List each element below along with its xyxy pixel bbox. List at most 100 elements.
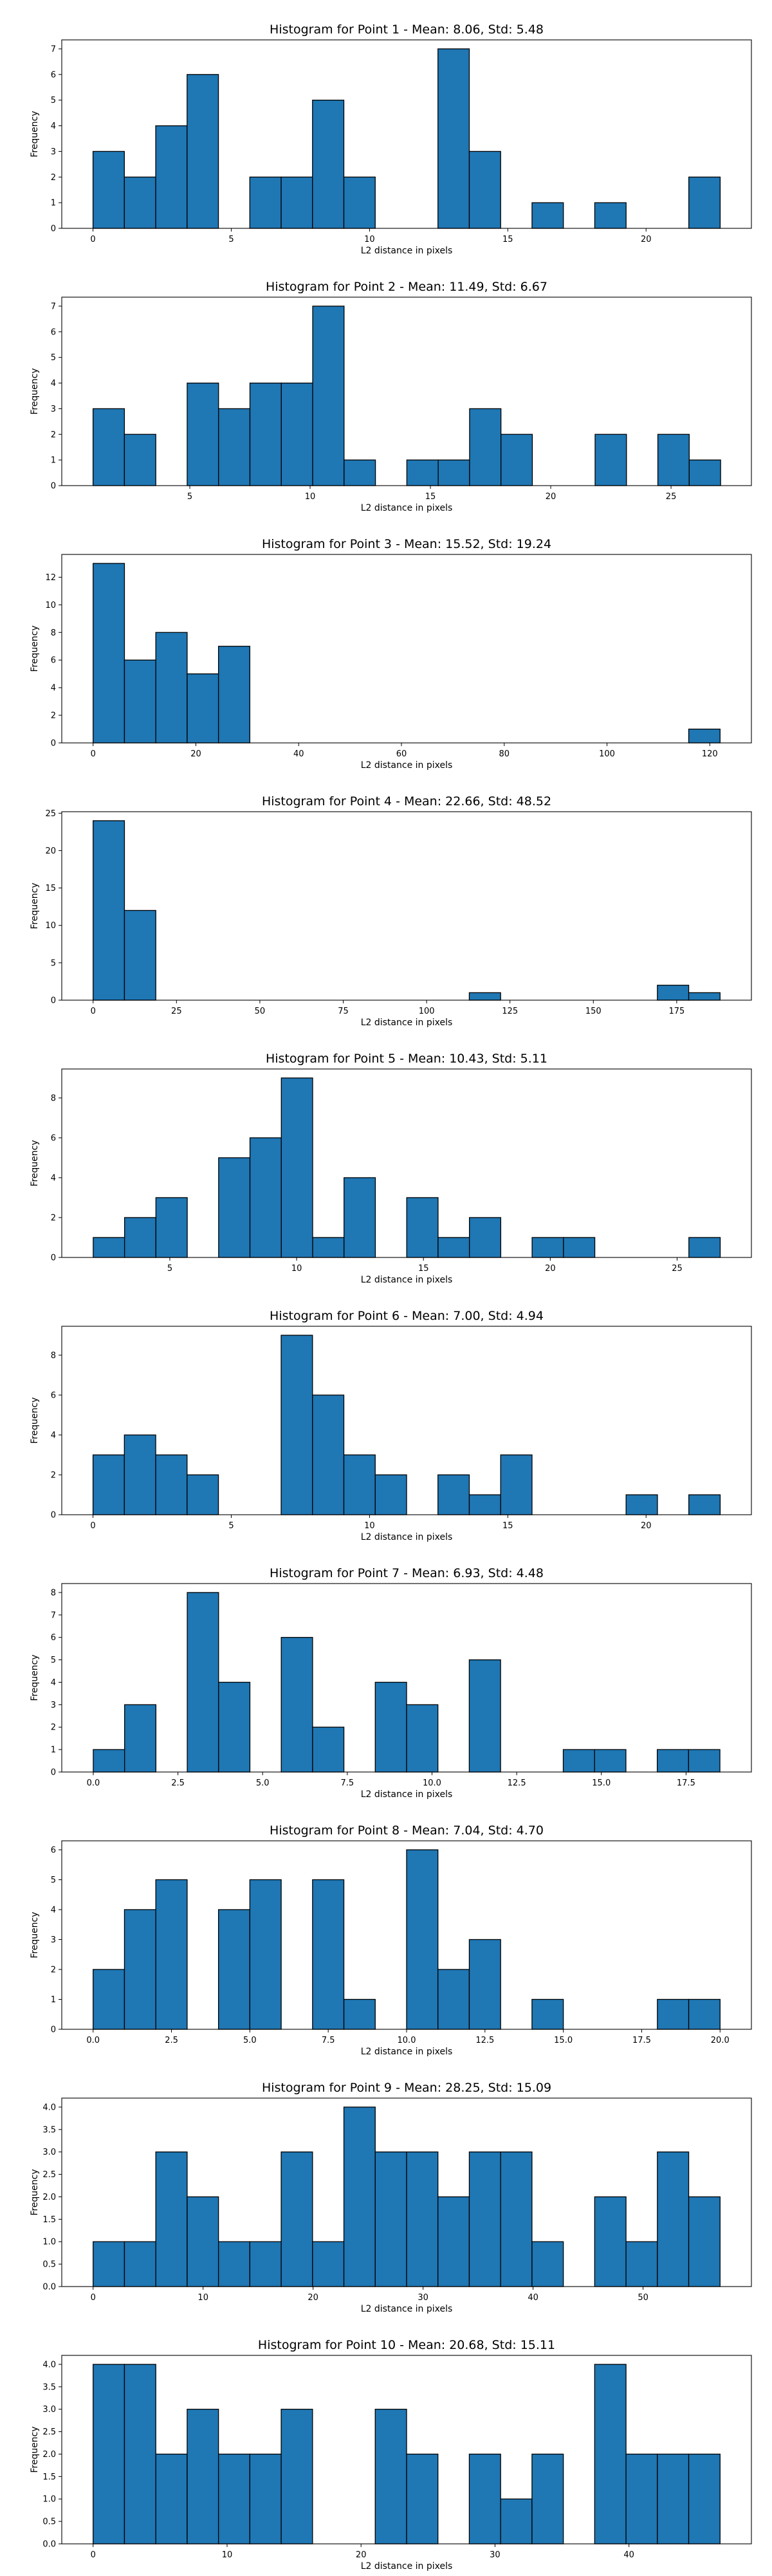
y-tick-label: 3.0 [42, 2405, 56, 2415]
x-tick-label: 125 [502, 1007, 518, 1016]
y-tick-label: 1 [51, 456, 56, 466]
histogram-bar [468, 1659, 501, 1773]
chart-title: Histogram for Point 6 - Mean: 7.00, Std:… [270, 1309, 544, 1323]
y-tick-label: 8 [51, 1588, 56, 1598]
x-tick-label: 10 [305, 492, 316, 502]
y-tick-label: 8 [51, 1351, 56, 1360]
x-tick-label: 10.0 [398, 2036, 416, 2045]
histogram-bar [343, 2106, 376, 2287]
y-tick-label: 12 [45, 573, 56, 583]
histogram-bar [501, 434, 533, 486]
x-tick-label: 15 [425, 492, 436, 502]
x-tick-label: 17.5 [677, 1778, 695, 1788]
y-tick-label: 8 [51, 628, 56, 638]
histogram-bar [688, 176, 721, 229]
histogram-bar [92, 1454, 125, 1515]
histogram-bar [688, 2196, 721, 2287]
y-tick-label: 6 [51, 656, 56, 666]
histogram-bar [249, 176, 282, 229]
histogram-bar [124, 1434, 156, 1515]
y-tick-label: 2 [51, 1213, 56, 1223]
y-tick-label: 6 [51, 1845, 56, 1855]
histogram-3-svg: Histogram for Point 3 - Mean: 15.52, Std… [30, 537, 752, 771]
histogram-2-svg: Histogram for Point 2 - Mean: 11.49, Std… [30, 280, 752, 513]
y-tick-label: 0.5 [42, 2260, 56, 2270]
plot-frame [61, 1068, 752, 1258]
x-tick-label: 5 [228, 1521, 234, 1531]
y-axis-label: Frequency [30, 625, 40, 671]
histogram-bar [93, 820, 125, 1001]
histogram-bar [124, 176, 156, 229]
histogram-bar [217, 2453, 251, 2544]
histogram-bar [155, 632, 188, 744]
histogram-7-svg: Histogram for Point 7 - Mean: 6.93, Std:… [30, 1566, 752, 1800]
histogram-bar [563, 1237, 596, 1258]
x-tick-label: 10 [364, 235, 375, 244]
histogram-bar [625, 2453, 658, 2544]
x-tick-label: 25 [666, 492, 677, 502]
histogram-bar [249, 382, 282, 486]
histogram-bar [656, 1749, 689, 1773]
histogram-bar [500, 1454, 533, 1515]
x-tick-label: 2.5 [165, 2036, 178, 2045]
x-tick-label: 10 [198, 2293, 208, 2303]
plot-frame [61, 297, 752, 486]
histogram-bar [187, 1474, 219, 1515]
histogram-bar [93, 1969, 125, 2030]
histogram-3: Histogram for Point 3 - Mean: 15.52, Std… [0, 515, 772, 772]
y-tick-label: 4.0 [42, 2360, 56, 2370]
y-tick-label: 3 [51, 147, 56, 157]
y-tick-label: 4 [51, 1678, 56, 1688]
x-tick-label: 5 [167, 1264, 172, 1274]
histogram-bar [93, 2364, 125, 2544]
x-tick-label: 0 [91, 2550, 96, 2560]
x-tick-label: 15.0 [554, 2036, 573, 2045]
y-tick-label: 5 [51, 958, 56, 968]
x-tick-label: 20 [190, 749, 201, 759]
y-tick-label: 7 [51, 302, 56, 311]
x-tick-label: 5.0 [243, 2036, 257, 2045]
histogram-bar [468, 1494, 501, 1515]
histogram-bar [187, 1592, 219, 1773]
y-axis-label: Frequency [30, 882, 40, 929]
x-tick-label: 0 [91, 2293, 96, 2303]
x-tick-label: 5 [187, 492, 192, 502]
histogram-bar [437, 459, 470, 486]
histogram-8-svg: Histogram for Point 8 - Mean: 7.04, Std:… [30, 1823, 752, 2057]
plot-frame [61, 39, 752, 229]
histogram-bar [468, 1939, 501, 2030]
y-tick-label: 0.0 [42, 2283, 56, 2292]
histogram-bar [531, 1237, 564, 1258]
y-tick-label: 25 [45, 809, 56, 819]
histogram-bar [155, 125, 188, 229]
histogram-bar [688, 1237, 721, 1258]
y-tick-label: 2.0 [42, 2193, 56, 2202]
x-axis-label: L2 distance in pixels [361, 1018, 453, 1028]
x-tick-label: 0 [91, 749, 96, 759]
x-tick-label: 30 [418, 2293, 428, 2303]
histogram-6: Histogram for Point 6 - Mean: 7.00, Std:… [0, 1286, 772, 1544]
y-tick-label: 0.0 [42, 2540, 56, 2550]
histogram-bar [124, 1217, 157, 1258]
x-tick-label: 20 [546, 492, 556, 502]
plot-frame [61, 811, 752, 1001]
histogram-6-svg: Histogram for Point 6 - Mean: 7.00, Std:… [30, 1309, 752, 1542]
y-tick-label: 6 [51, 1133, 56, 1143]
histogram-bar [92, 408, 125, 486]
histogram-bar [280, 2409, 313, 2544]
y-tick-label: 4 [51, 1173, 56, 1183]
chart-title: Histogram for Point 8 - Mean: 7.04, Std:… [270, 1823, 544, 1838]
histogram-bar [312, 1879, 345, 2030]
x-tick-label: 50 [638, 2293, 648, 2303]
histogram-bar [468, 2151, 501, 2287]
x-tick-label: 20.0 [711, 2036, 730, 2045]
histogram-bar [218, 408, 251, 486]
y-tick-label: 4 [51, 684, 56, 693]
x-tick-label: 20 [641, 1521, 652, 1531]
plot-frame [61, 2355, 752, 2544]
histogram-bar [406, 1704, 439, 1773]
histogram-bar [187, 2409, 219, 2544]
y-tick-label: 1.0 [42, 2238, 56, 2247]
y-tick-label: 6 [51, 327, 56, 337]
y-axis-label: Frequency [30, 1654, 40, 1701]
